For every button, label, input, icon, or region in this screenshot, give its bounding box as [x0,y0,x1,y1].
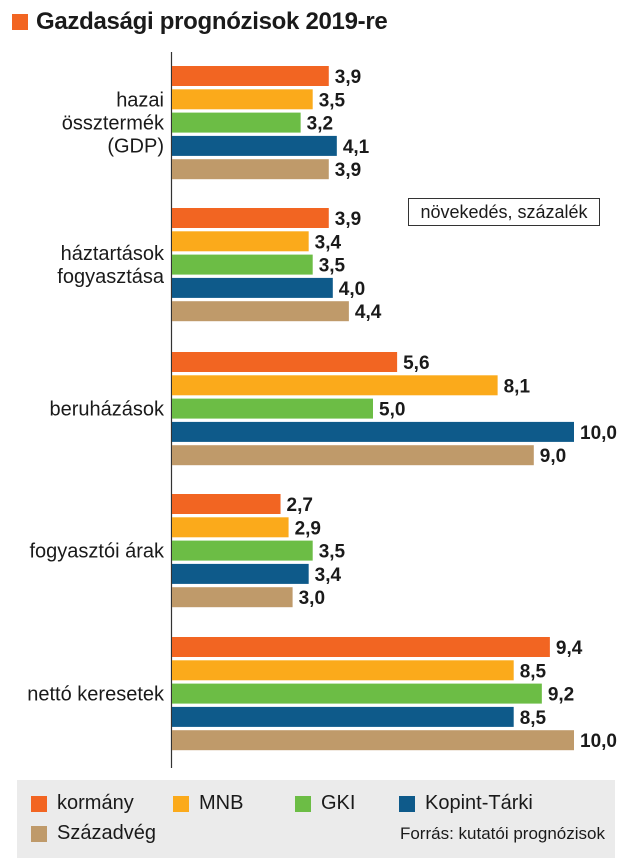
bar-kopint [172,421,574,442]
data-label: 3,9 [335,160,361,181]
category-label: nettó keresetek [27,684,165,706]
bar-szazadveg [172,159,329,180]
data-label: 9,4 [556,638,583,659]
data-label: 3,5 [319,256,346,277]
bar-kopint [172,706,514,727]
legend-item-mnb: MNB [173,792,243,815]
legend-label-gki: GKI [321,792,356,814]
bar-mnb [172,89,313,110]
bar-mnb [172,231,309,252]
data-label: 9,0 [540,446,566,467]
data-label: 3,9 [335,67,361,88]
bar-gki [172,398,373,419]
legend-label-szazadveg: Századvég [57,822,156,844]
data-label: 4,4 [355,302,382,323]
legend-swatch-gki [295,795,311,812]
bar-kormany [172,494,281,514]
category-label: (GDP) [107,136,164,158]
legend-label-mnb: MNB [199,792,244,814]
category-label: hazai [116,90,164,112]
data-label: 3,5 [319,542,346,563]
data-label: 4,0 [339,279,365,300]
title-group: Gazdasági prognózisok 2019-re [12,8,388,36]
bar-gki [172,112,301,133]
category-label: össztermék [62,113,165,135]
data-label: 5,6 [403,353,429,374]
data-label: 4,1 [343,137,370,158]
legend-swatch-kormany [31,795,47,812]
data-label: 3,4 [315,565,342,586]
data-label: 5,0 [379,400,405,421]
bar-szazadveg [172,445,534,466]
legend-swatch-mnb [173,795,189,812]
bar-mnb [172,517,289,538]
bar-kopint [172,277,333,298]
data-label: 2,7 [287,495,313,516]
bar-gki [172,254,313,275]
legend: kormány MNB GKI Kopint-Tárki Századvég F… [17,780,615,858]
bar-kormany [172,352,398,372]
bar-gki [172,540,313,561]
legend-label-kopint: Kopint-Tárki [425,792,533,814]
legend-item-gki: GKI [295,792,355,815]
data-label: 10,0 [580,423,617,444]
bar-kormany [172,637,550,657]
data-label: 3,5 [319,90,346,111]
legend-label-kormany: kormány [57,792,134,814]
legend-swatch-szazadveg [31,825,47,842]
legend-swatch-kopint [399,795,415,812]
data-label: 8,1 [504,376,531,397]
data-label: 3,0 [299,588,325,609]
category-label: beruházások [49,399,165,421]
legend-item-kopint: Kopint-Tárki [399,792,533,815]
data-label: 9,2 [548,685,574,706]
bar-kormany [172,66,329,86]
bar-szazadveg [172,587,293,608]
source-note: Forrás: kutatói prognózisok [399,824,605,843]
bar-kopint [172,563,309,584]
bar-gki [172,683,542,704]
data-label: 10,0 [580,731,617,752]
bar-mnb [172,375,498,396]
legend-item-kormany: kormány [31,792,134,815]
chart-title: Gazdasági prognózisok 2019-re [36,8,388,35]
bar-mnb [172,660,514,681]
bar-chart: hazaiössztermék(GDP)3,93,53,24,13,9házta… [27,52,617,768]
data-label: 3,2 [307,114,333,135]
data-label: 2,9 [295,518,321,539]
category-label: háztartások [61,243,165,265]
data-label: 3,4 [315,232,342,253]
category-label: fogyasztása [57,266,165,288]
bar-szazadveg [172,730,574,751]
bar-kopint [172,135,337,156]
bar-szazadveg [172,301,349,322]
title-marker-icon [12,14,28,30]
data-label: 8,5 [520,708,547,729]
bar-kormany [172,208,329,228]
data-label: 3,9 [335,209,361,230]
legend-item-szazadveg: Századvég [31,822,156,845]
data-label: 8,5 [520,661,547,682]
category-label: fogyasztói árak [29,541,165,563]
unit-label: növekedés, százalék [408,198,600,226]
